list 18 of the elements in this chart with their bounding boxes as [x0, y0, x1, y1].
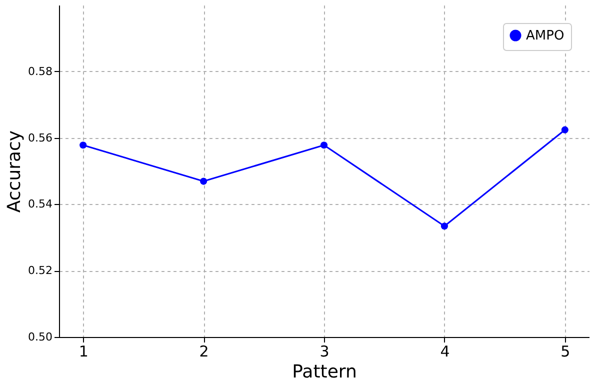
y-axis-title: Accuracy: [4, 130, 26, 213]
y-tick-label: 0.50: [28, 330, 52, 344]
x-tick-label: 2: [199, 342, 209, 360]
point: [200, 178, 208, 185]
x-tick-label: 3: [320, 342, 330, 360]
point: [320, 142, 328, 149]
point: [440, 222, 448, 230]
y-tick-label: 0.54: [28, 198, 52, 211]
y-tick-label: 0.52: [28, 264, 52, 278]
y-tick-label: 0.58: [28, 64, 52, 78]
point: [561, 126, 568, 134]
x-tick-label: 4: [440, 342, 450, 360]
x-axis-title: Pattern: [292, 362, 357, 382]
point: [80, 142, 87, 149]
x-tick-label: 5: [560, 342, 570, 360]
legend-label: AMPO: [526, 28, 564, 44]
y-tick-label: 0.56: [28, 131, 52, 144]
x-tick-label: 1: [78, 342, 88, 360]
